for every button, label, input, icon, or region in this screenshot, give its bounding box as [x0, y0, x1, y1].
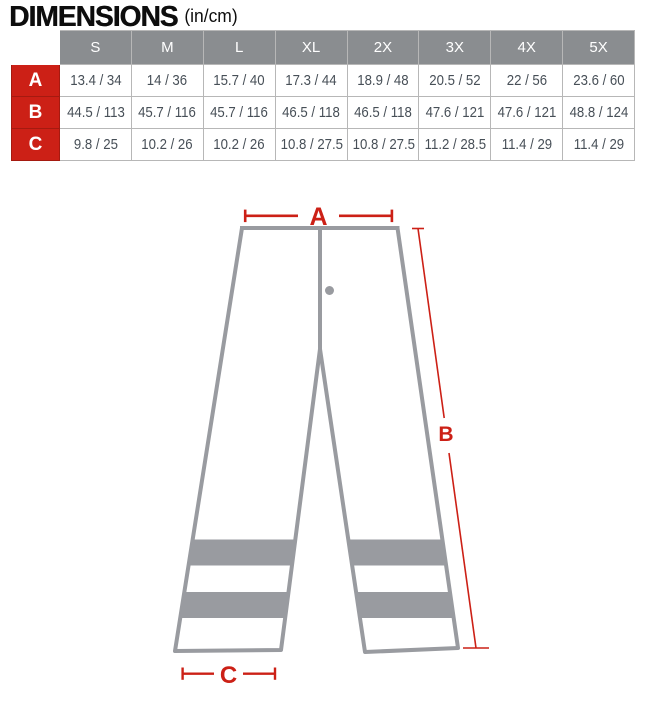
svg-text:C: C [220, 662, 237, 689]
svg-text:B: B [438, 423, 453, 446]
svg-text:A: A [309, 203, 327, 231]
